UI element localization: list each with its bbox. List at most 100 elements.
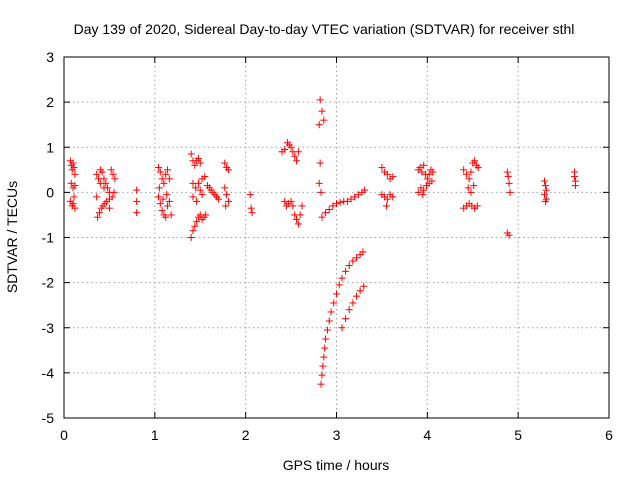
chart-title: Day 139 of 2020, Sidereal Day-to-day VTE… <box>74 21 575 37</box>
data-point <box>69 200 77 208</box>
data-point <box>187 234 195 241</box>
data-point <box>361 186 369 194</box>
data-point <box>202 211 210 219</box>
data-point <box>189 227 197 235</box>
data-point <box>541 191 549 199</box>
data-point <box>133 197 141 205</box>
data-point <box>352 254 360 262</box>
data-point <box>342 315 350 323</box>
data-point <box>71 204 79 212</box>
data-point <box>330 299 338 307</box>
data-point <box>223 191 231 199</box>
data-point <box>70 164 78 172</box>
y-tick-label: -1 <box>42 230 55 246</box>
data-point <box>70 193 78 201</box>
data-point <box>109 170 117 178</box>
data-point <box>192 184 200 192</box>
y-tick-label: -2 <box>42 275 55 291</box>
data-point <box>418 168 426 176</box>
data-point <box>95 209 103 217</box>
data-point <box>345 261 353 269</box>
y-tick-label: 3 <box>46 49 54 65</box>
data-point <box>345 306 353 314</box>
data-point <box>154 164 162 172</box>
data-point <box>158 175 166 183</box>
data-point <box>320 116 328 124</box>
data-point <box>462 170 470 178</box>
data-point <box>425 170 433 178</box>
data-point <box>193 197 201 205</box>
data-point <box>248 209 256 217</box>
data-point <box>158 206 166 214</box>
data-point <box>389 173 397 181</box>
data-point <box>360 282 368 290</box>
data-point <box>110 188 118 196</box>
data-point <box>162 170 170 178</box>
data-point <box>189 193 197 201</box>
data-point <box>318 107 326 115</box>
data-point <box>191 161 199 169</box>
data-point <box>333 290 340 298</box>
data-point <box>382 202 390 210</box>
data-point <box>389 193 397 201</box>
data-point <box>320 353 328 361</box>
data-point <box>317 380 325 388</box>
data-point <box>194 179 202 187</box>
x-axis-label: GPS time / hours <box>283 457 390 473</box>
data-point <box>289 202 297 210</box>
data-point <box>167 211 175 219</box>
data-point <box>294 148 302 156</box>
data-point <box>191 222 199 230</box>
data-point <box>338 274 346 282</box>
data-point <box>471 157 479 165</box>
data-point <box>542 186 550 194</box>
data-point <box>316 96 324 104</box>
data-point <box>246 191 254 199</box>
tick-labels: 0 1 2 3 4 5 6 -5 -4 -3 -2 -1 0 1 2 3 <box>42 49 614 443</box>
data-point <box>317 188 325 196</box>
x-tick-label: 5 <box>514 427 522 443</box>
data-point <box>164 202 172 210</box>
data-point <box>247 204 255 212</box>
y-tick-label: -3 <box>42 320 55 336</box>
data-point <box>67 179 75 187</box>
data-point <box>165 197 173 205</box>
data-point <box>338 324 346 332</box>
y-tick-label: -5 <box>42 410 55 426</box>
data-point <box>133 186 141 194</box>
plot-frame <box>63 56 610 419</box>
data-point <box>71 182 79 190</box>
y-axis-label: SDTVAR / TECUs <box>4 181 20 293</box>
data-point <box>474 164 482 172</box>
data-point <box>222 202 230 210</box>
data-point <box>570 173 578 181</box>
data-point <box>159 195 167 203</box>
data-point <box>196 159 204 167</box>
data-point <box>541 182 549 190</box>
data-point <box>473 202 481 210</box>
data-point <box>281 146 289 154</box>
data-point <box>343 197 351 205</box>
data-point <box>294 220 302 228</box>
data-point <box>315 121 323 129</box>
data-point <box>470 182 478 190</box>
data-point <box>352 292 360 300</box>
x-tick-label: 6 <box>605 427 613 443</box>
data-point <box>428 177 436 185</box>
data-point <box>378 164 386 172</box>
data-point <box>221 184 229 192</box>
data-point <box>349 299 357 307</box>
data-point <box>416 164 424 172</box>
data-point <box>322 335 330 343</box>
data-point <box>214 195 222 203</box>
data-point <box>194 155 202 163</box>
data-point <box>165 175 173 183</box>
y-tick-label: 0 <box>46 184 54 200</box>
data-point <box>201 173 209 181</box>
data-point <box>287 143 295 151</box>
data-point <box>298 202 306 210</box>
data-point <box>318 213 326 221</box>
data-point <box>356 287 364 295</box>
data-point <box>465 175 473 183</box>
data-point <box>198 191 206 199</box>
